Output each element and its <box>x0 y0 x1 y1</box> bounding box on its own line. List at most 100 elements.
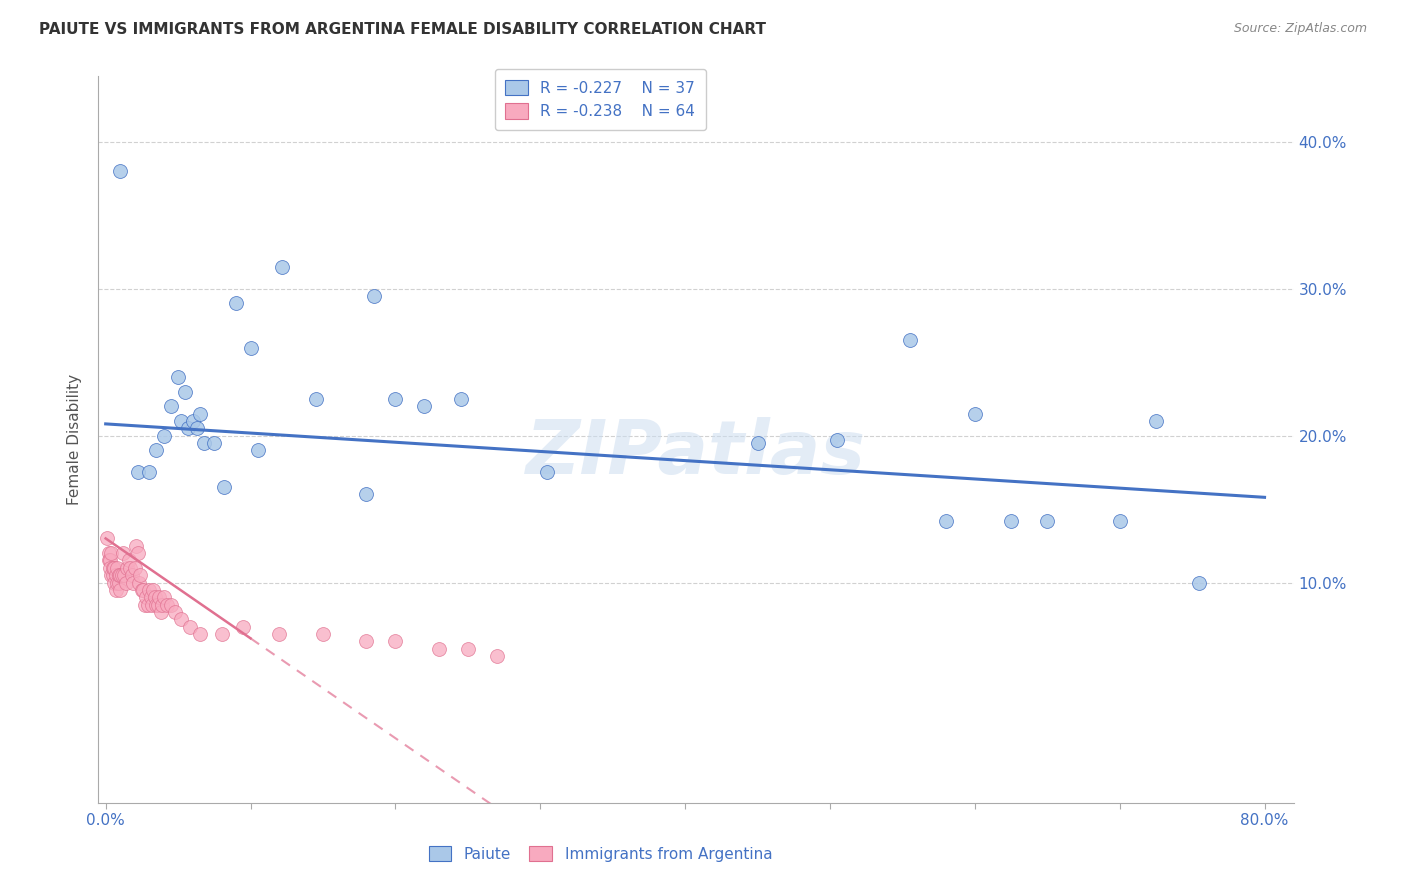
Point <box>114 568 136 582</box>
Point <box>186 421 208 435</box>
Point <box>269 627 291 641</box>
Point <box>118 553 141 567</box>
Point <box>135 590 157 604</box>
Point <box>127 466 149 480</box>
Point <box>427 641 450 656</box>
Point <box>129 568 152 582</box>
Point <box>239 341 262 355</box>
Point <box>97 553 120 567</box>
Point <box>1108 514 1130 528</box>
Point <box>747 436 769 450</box>
Point <box>108 582 131 597</box>
Point <box>115 575 138 590</box>
Point <box>181 414 204 428</box>
Point <box>98 553 121 567</box>
Point <box>384 392 406 406</box>
Point <box>312 627 335 641</box>
Point <box>179 619 201 633</box>
Point <box>110 568 132 582</box>
Point <box>232 619 254 633</box>
Point <box>155 598 177 612</box>
Point <box>363 289 385 303</box>
Point <box>143 590 166 604</box>
Point <box>188 407 211 421</box>
Point <box>121 568 143 582</box>
Point <box>142 582 165 597</box>
Point <box>100 546 122 560</box>
Point <box>457 641 479 656</box>
Point <box>107 575 129 590</box>
Point <box>305 392 328 406</box>
Point <box>146 598 169 612</box>
Point <box>139 590 162 604</box>
Text: ZIPatlas: ZIPatlas <box>526 417 866 491</box>
Point <box>103 575 125 590</box>
Point <box>177 421 200 435</box>
Point <box>211 627 233 641</box>
Point <box>170 414 193 428</box>
Text: PAIUTE VS IMMIGRANTS FROM ARGENTINA FEMALE DISABILITY CORRELATION CHART: PAIUTE VS IMMIGRANTS FROM ARGENTINA FEMA… <box>39 22 766 37</box>
Point <box>104 582 127 597</box>
Point <box>128 575 150 590</box>
Point <box>193 436 215 450</box>
Point <box>136 598 159 612</box>
Point <box>101 561 124 575</box>
Point <box>1000 514 1022 528</box>
Point <box>188 627 211 641</box>
Point <box>145 443 167 458</box>
Point <box>98 561 121 575</box>
Point <box>1188 575 1211 590</box>
Point <box>120 561 142 575</box>
Point <box>356 487 378 501</box>
Text: Source: ZipAtlas.com: Source: ZipAtlas.com <box>1233 22 1367 36</box>
Y-axis label: Female Disability: Female Disability <box>67 374 83 505</box>
Point <box>145 598 167 612</box>
Point <box>138 582 160 597</box>
Point <box>141 598 163 612</box>
Point <box>1036 514 1059 528</box>
Point <box>384 634 406 648</box>
Point <box>214 480 236 494</box>
Point <box>132 582 155 597</box>
Point <box>935 514 957 528</box>
Point <box>100 568 122 582</box>
Point <box>963 407 986 421</box>
Point <box>103 561 125 575</box>
Point <box>202 436 225 450</box>
Point <box>1144 414 1167 428</box>
Point <box>225 296 247 310</box>
Point <box>898 333 921 347</box>
Point <box>105 561 128 575</box>
Point <box>271 260 294 274</box>
Point <box>107 568 129 582</box>
Point <box>112 546 135 560</box>
Point <box>125 539 148 553</box>
Point <box>165 605 187 619</box>
Point <box>485 648 508 663</box>
Point <box>160 598 183 612</box>
Point <box>131 582 153 597</box>
Point <box>148 590 170 604</box>
Point <box>825 433 848 447</box>
Legend: Paiute, Immigrants from Argentina: Paiute, Immigrants from Argentina <box>422 839 779 868</box>
Point <box>134 598 156 612</box>
Point <box>167 370 190 384</box>
Point <box>122 575 145 590</box>
Point <box>450 392 472 406</box>
Point <box>356 634 378 648</box>
Point <box>152 590 174 604</box>
Point <box>108 568 131 582</box>
Point <box>97 546 120 560</box>
Point <box>138 466 160 480</box>
Point <box>536 466 558 480</box>
Point <box>124 561 146 575</box>
Point <box>152 428 174 442</box>
Point <box>413 399 436 413</box>
Point <box>174 384 197 399</box>
Point <box>96 532 118 546</box>
Point <box>117 561 139 575</box>
Point <box>246 443 269 458</box>
Point <box>149 605 172 619</box>
Point <box>108 164 131 178</box>
Point <box>160 399 183 413</box>
